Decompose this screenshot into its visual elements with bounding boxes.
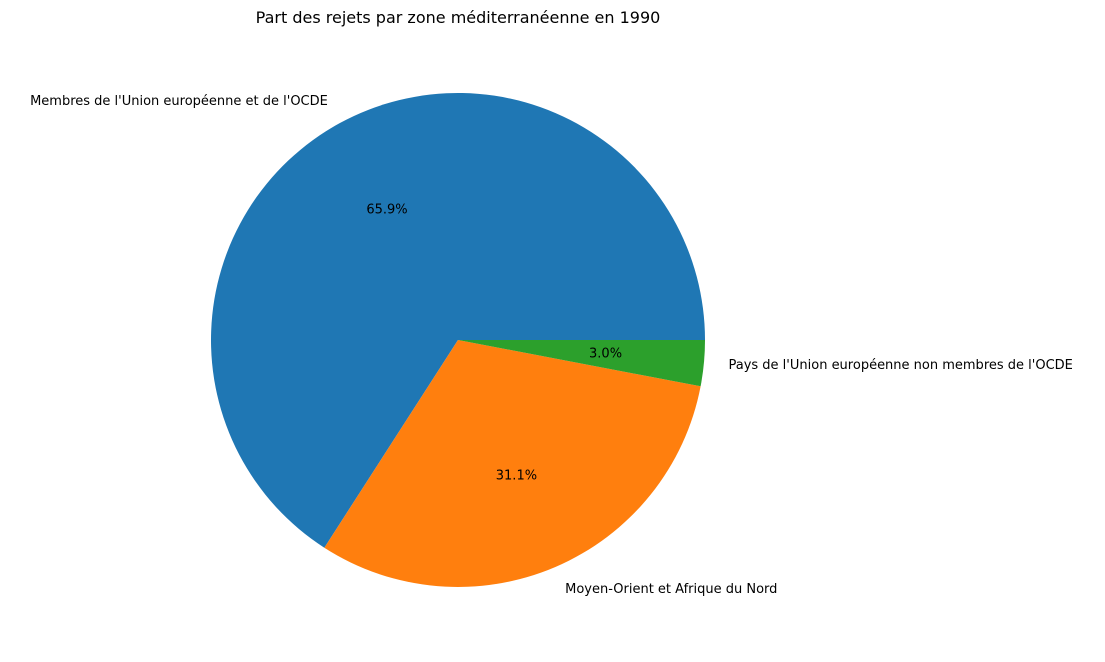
chart-title: Part des rejets par zone méditerranéenne… xyxy=(256,8,661,27)
slice-label-2: Moyen-Orient et Afrique du Nord xyxy=(565,582,777,597)
pie-slice-1 xyxy=(211,92,705,548)
pie-slice-3 xyxy=(458,340,705,387)
percent-label-1: 65.9% xyxy=(366,202,407,217)
percent-label-2: 31.1% xyxy=(496,469,537,484)
percent-label-3: 3.0% xyxy=(589,346,622,361)
pie-labels: Membres de l'Union européenne et de l'OC… xyxy=(30,94,1073,597)
pie-slices xyxy=(211,92,705,587)
slice-label-1: Membres de l'Union européenne et de l'OC… xyxy=(30,94,328,109)
slice-label-3: Pays de l'Union européenne non membres d… xyxy=(728,358,1072,373)
pie-slice-2 xyxy=(324,340,701,587)
